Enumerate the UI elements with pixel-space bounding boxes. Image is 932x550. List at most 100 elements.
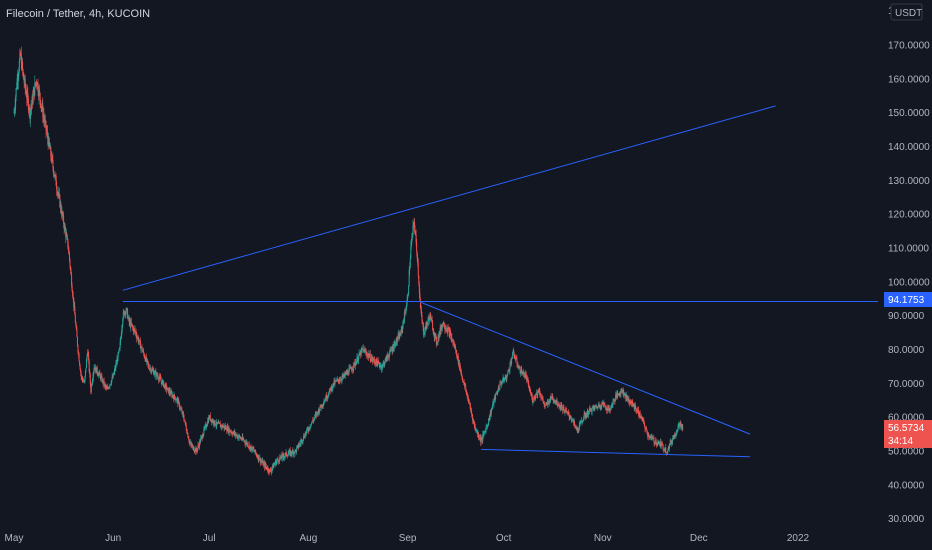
candle-body	[193, 450, 195, 452]
candle-body	[680, 422, 682, 424]
candle-body	[287, 454, 289, 457]
candle-body	[555, 399, 557, 403]
candle-body	[618, 395, 620, 396]
currency-button[interactable]	[890, 3, 923, 21]
candle-body	[603, 402, 605, 404]
candle-body	[635, 410, 637, 412]
candle-body	[146, 359, 148, 361]
candle-body	[417, 258, 419, 264]
candle-body	[415, 232, 417, 235]
candle-body	[612, 400, 614, 402]
y-tick-label: 60.0000	[888, 413, 925, 424]
candle-body	[155, 371, 157, 377]
candle-body	[309, 427, 311, 429]
candle-body	[58, 193, 60, 196]
candle-body	[532, 401, 534, 403]
candle-body	[107, 388, 109, 389]
candle-body	[636, 410, 638, 412]
candle-body	[345, 372, 347, 375]
candle-body	[84, 376, 86, 382]
candle-body	[173, 394, 175, 399]
candle-body	[461, 375, 463, 377]
candle-body	[302, 441, 304, 443]
trendlines-layer[interactable]	[122, 105, 878, 458]
candle-body	[561, 405, 563, 411]
candle-body	[593, 407, 595, 409]
candle-body	[371, 357, 373, 361]
candle-body	[150, 368, 152, 373]
candle-body	[666, 451, 668, 453]
candle-body	[415, 234, 417, 243]
candle-body	[306, 428, 308, 430]
candle-body	[340, 380, 342, 381]
candle-body	[91, 380, 93, 385]
candle-body	[311, 420, 313, 423]
candle-body	[422, 323, 424, 327]
candle-body	[612, 401, 614, 405]
candle-body	[517, 365, 519, 368]
candle-body	[580, 420, 582, 422]
candle-body	[644, 425, 646, 429]
candle-body	[472, 419, 474, 421]
candle-body	[88, 355, 90, 361]
candle-body	[537, 390, 539, 396]
candle-body	[319, 409, 321, 413]
candle-body	[509, 363, 511, 370]
candle-body	[655, 440, 657, 444]
candle-body	[168, 390, 170, 394]
candle-body	[250, 446, 252, 448]
candle-body	[412, 222, 414, 226]
currency-label: USDT	[895, 8, 922, 19]
candle-body	[279, 457, 281, 462]
trendline-upper-rising[interactable]	[122, 105, 776, 291]
candle-body	[175, 399, 177, 401]
candle-body	[240, 438, 242, 439]
candle-body	[547, 402, 549, 403]
candle-body	[626, 395, 628, 400]
candle-body	[458, 360, 460, 369]
candle-body	[250, 447, 252, 450]
candle-body	[647, 434, 649, 437]
candle-body	[52, 159, 54, 168]
candle-body	[450, 337, 452, 339]
candle-body	[590, 408, 592, 412]
candle-body	[56, 189, 58, 194]
candle-body	[566, 410, 568, 412]
candle-body	[503, 378, 505, 382]
trendline-lower-support[interactable]	[481, 448, 751, 458]
candle-body	[348, 369, 350, 375]
candle-body	[671, 441, 673, 442]
candle-body	[419, 293, 421, 300]
candle-body	[235, 434, 237, 436]
candle-body	[153, 370, 155, 375]
candle-body	[507, 370, 509, 372]
candle-body	[211, 419, 213, 422]
candle-body	[192, 445, 194, 450]
candle-body	[211, 419, 213, 422]
candle-body	[225, 426, 227, 429]
trendline-descending[interactable]	[420, 301, 751, 435]
candle-body	[468, 402, 470, 404]
candle-body	[570, 417, 572, 419]
candle-body	[17, 78, 19, 81]
candle-body	[234, 432, 236, 435]
candle-body	[586, 410, 588, 415]
candle-body	[356, 357, 358, 362]
candle-body	[136, 337, 138, 339]
candle-body	[440, 328, 442, 332]
candle-body	[579, 422, 581, 425]
candle-body	[209, 415, 211, 419]
candle-body	[163, 384, 165, 386]
price-axis[interactable]	[884, 0, 932, 550]
candle-body	[96, 367, 98, 374]
candle-body	[510, 362, 512, 364]
candle-body	[158, 378, 160, 381]
candle-body	[518, 367, 520, 369]
candle-body	[384, 359, 386, 363]
candle-body	[585, 415, 587, 418]
candle-body	[159, 376, 161, 379]
candle-body	[648, 436, 650, 438]
candle-body	[487, 424, 489, 427]
